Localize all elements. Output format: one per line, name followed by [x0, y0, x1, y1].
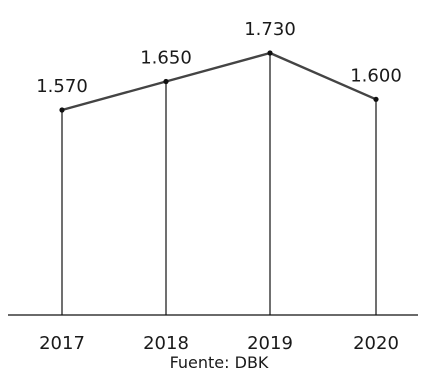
x-tick-label-2019: 2019 [247, 333, 293, 354]
x-tick-label-2018: 2018 [143, 333, 189, 354]
x-tick-label-2017: 2017 [39, 333, 85, 354]
data-labels: 1.570 1.650 1.730 1.600 [36, 19, 402, 97]
data-point-2019 [267, 50, 273, 56]
data-label-2017: 1.570 [36, 76, 88, 97]
data-label-2020: 1.600 [350, 65, 402, 86]
data-point-2018 [163, 78, 169, 85]
data-points [59, 50, 379, 113]
data-label-2018: 1.650 [140, 48, 192, 69]
x-tick-labels: 2017 2018 2019 2020 [39, 333, 399, 354]
data-label-2019: 1.730 [244, 19, 296, 40]
drop-lines [61, 53, 377, 315]
data-point-2020 [373, 96, 379, 102]
source-label: Fuente: DBK [170, 353, 269, 372]
data-point-2017 [59, 107, 65, 113]
x-tick-label-2020: 2020 [353, 333, 399, 354]
series-line [61, 51, 377, 112]
